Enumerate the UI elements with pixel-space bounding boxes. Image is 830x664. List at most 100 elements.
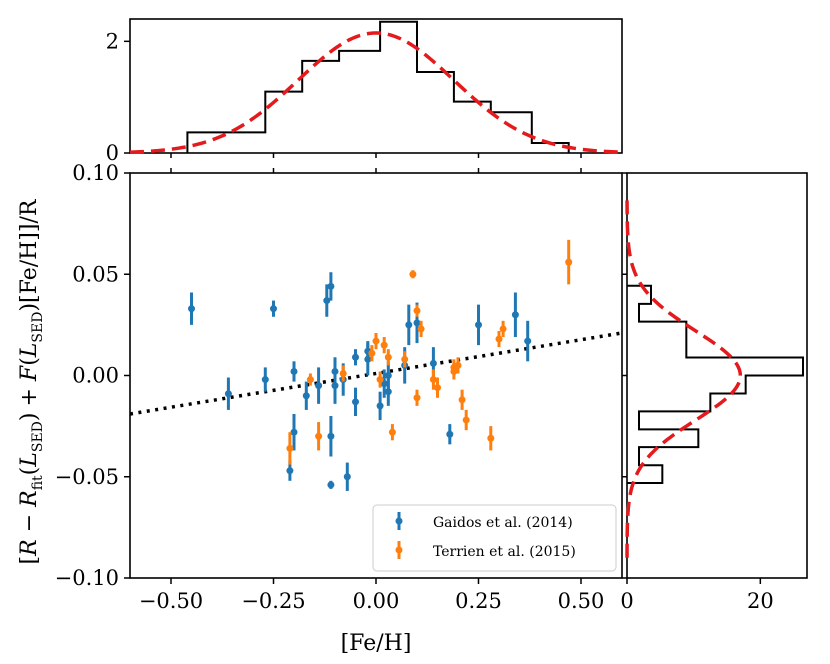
data-point: [352, 349, 359, 366]
data-point: [401, 351, 409, 368]
point-marker: [462, 416, 470, 424]
point-marker: [315, 432, 323, 440]
point-marker: [511, 311, 519, 319]
data-point: [343, 462, 351, 491]
right-x-tick-label: 0: [620, 589, 633, 613]
legend-label-terrien: Terrien et al. (2015): [433, 544, 576, 560]
legend: Gaidos et al. (2014) Terrien et al. (201…: [372, 504, 617, 572]
point-marker: [224, 390, 232, 398]
point-marker: [429, 376, 437, 384]
point-marker: [565, 258, 573, 266]
point-marker: [409, 270, 417, 278]
point-marker: [450, 367, 458, 375]
x-tick-label: 0.50: [558, 589, 605, 613]
data-point: [331, 367, 339, 404]
legend-box: [372, 504, 617, 572]
point-marker: [475, 321, 482, 329]
point-marker: [376, 402, 384, 410]
data-point: [352, 387, 359, 416]
data-point: [384, 349, 392, 366]
data-point: [388, 424, 396, 441]
point-marker: [290, 367, 298, 375]
data-point: [327, 480, 335, 489]
x-tick-label: 0.00: [353, 589, 400, 613]
point-marker: [376, 376, 384, 384]
point-marker: [434, 384, 441, 392]
data-point: [417, 320, 425, 338]
point-marker: [384, 388, 392, 396]
top-histogram-steps: [186, 20, 570, 153]
point-marker: [458, 396, 466, 404]
data-point: [368, 345, 376, 362]
point-marker: [495, 335, 503, 343]
right-histogram-steps: [627, 284, 804, 485]
data-point: [405, 304, 413, 346]
point-marker: [188, 305, 195, 313]
data-point: [290, 413, 298, 451]
y-tick-label: 0.00: [72, 364, 119, 388]
data-point: [261, 367, 269, 392]
data-point: [376, 391, 384, 421]
point-marker: [446, 430, 454, 438]
top-y-tick-label: 0: [106, 141, 119, 165]
series-gaidos: [188, 272, 532, 491]
point-marker: [384, 372, 392, 379]
point-marker: [286, 467, 294, 475]
point-marker: [401, 355, 409, 363]
data-point: [270, 300, 277, 317]
point-marker: [286, 444, 294, 452]
point-marker: [388, 428, 396, 436]
data-point: [224, 377, 232, 410]
data-point: [339, 365, 347, 382]
point-marker: [270, 305, 277, 313]
data-point: [413, 304, 421, 317]
point-marker: [380, 341, 388, 349]
data-point: [462, 409, 470, 431]
point-marker: [413, 307, 421, 315]
main-data-points: [188, 239, 573, 491]
legend-marker-terrien: [395, 541, 403, 559]
x-tick-label: −0.25: [241, 589, 305, 613]
y-tick-label: −0.05: [55, 465, 119, 489]
data-point: [315, 422, 323, 451]
legend-label-gaidos: Gaidos et al. (2014): [433, 515, 573, 531]
point-marker: [368, 349, 376, 357]
y-axis-label: [R − Rfit(LSED)+ F(LSED)[Fe/H]]/R: [17, 198, 46, 564]
point-marker: [487, 434, 495, 442]
point-marker: [315, 382, 323, 390]
main-axes-ticks: −0.50 −0.25 0.00 0.25 0.50 −0.10 −0.05 0.00 0.05…: [55, 161, 605, 613]
point-marker: [413, 394, 421, 402]
top-histogram: 02: [106, 18, 623, 165]
data-point: [327, 416, 335, 457]
data-point: [454, 357, 462, 374]
x-axis-label: [Fe/H]: [341, 631, 412, 656]
point-marker: [417, 325, 425, 333]
y-tick-label: 0.10: [72, 161, 119, 185]
point-marker: [524, 337, 532, 345]
data-point: [290, 361, 298, 382]
data-point: [380, 337, 388, 354]
point-marker: [405, 321, 413, 329]
legend-marker-gaidos: [395, 512, 403, 530]
data-point: [376, 371, 384, 388]
point-marker: [302, 392, 310, 400]
data-point: [450, 363, 458, 380]
x-tick-label: 0.25: [455, 589, 502, 613]
data-point: [495, 330, 503, 348]
right-histogram: 0 20: [620, 172, 808, 613]
point-marker: [429, 359, 437, 367]
data-point: [409, 270, 417, 279]
x-tick-label: −0.50: [139, 589, 203, 613]
data-point: [511, 292, 519, 338]
main-scatter-plot: −0.50 −0.25 0.00 0.25 0.50 −0.10 −0.05 0.00 0.05…: [17, 161, 623, 656]
point-marker: [372, 337, 380, 345]
data-point: [413, 389, 421, 406]
point-marker: [413, 319, 421, 327]
data-point: [499, 320, 507, 338]
y-tick-label: −0.10: [55, 566, 119, 590]
data-point: [327, 272, 335, 301]
point-marker: [306, 376, 314, 384]
point-marker: [261, 376, 269, 384]
point-marker: [499, 325, 507, 333]
